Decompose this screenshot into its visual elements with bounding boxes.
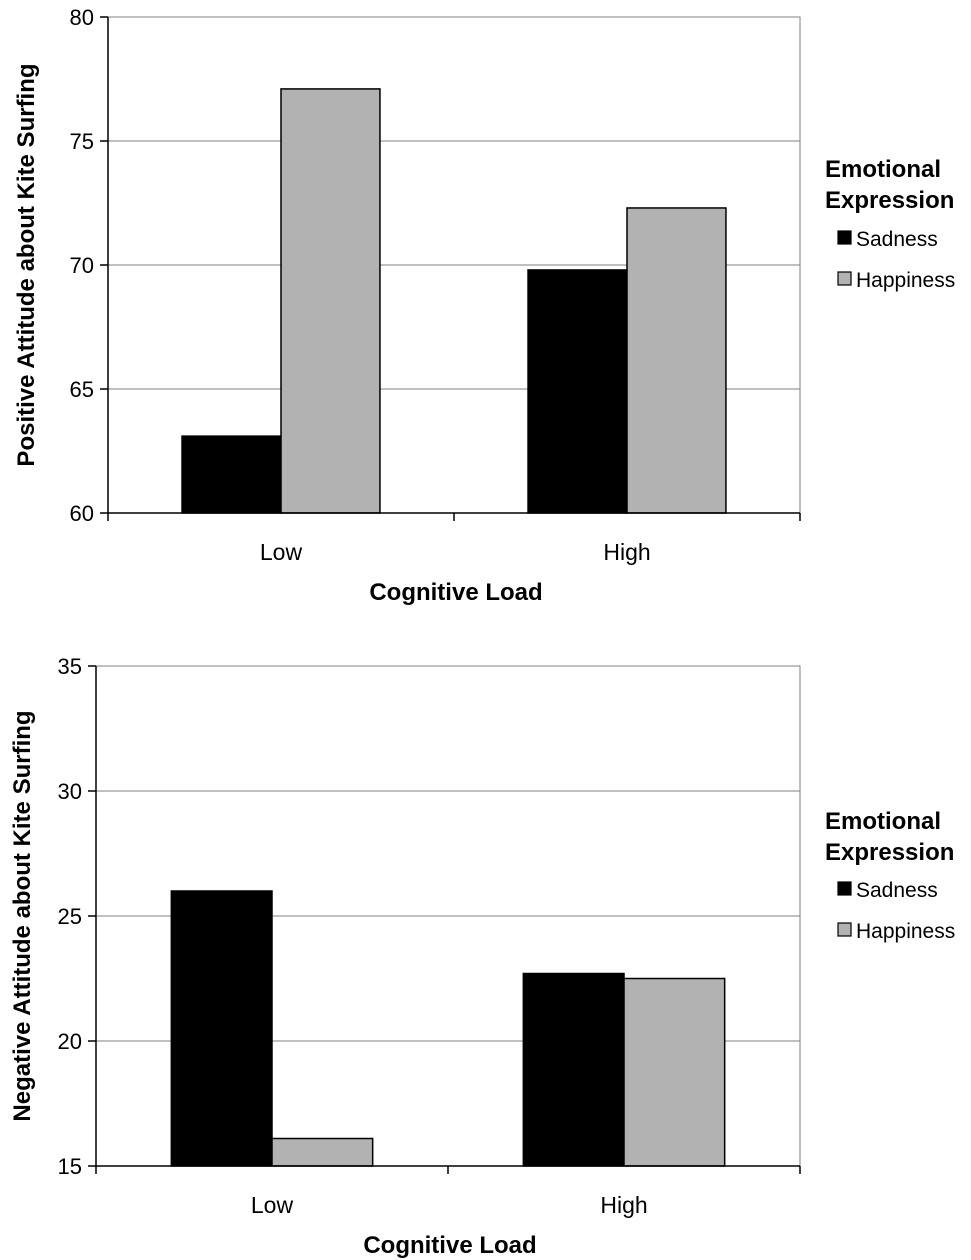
x-tick-label-low: Low — [251, 1192, 294, 1218]
bar-sadness-low — [170, 890, 273, 1167]
y-tick-label: 20 — [58, 1029, 82, 1054]
y-tick-label: 15 — [58, 1154, 82, 1179]
x-tick-label-high: High — [600, 1192, 647, 1218]
legend-label-happiness: Happiness — [856, 920, 955, 943]
legend-swatch-sadness — [837, 230, 852, 245]
y-tick-label: 35 — [58, 654, 82, 679]
bar-happiness-low — [280, 88, 381, 514]
bar-happiness-high — [623, 977, 726, 1167]
bar-happiness-low — [271, 1137, 374, 1167]
legend-title: Expression — [825, 187, 954, 214]
legend-swatch-happiness — [837, 271, 852, 286]
bar-sadness-low — [181, 435, 282, 514]
legend-title: Emotional — [825, 156, 941, 183]
y-tick-label: 60 — [70, 501, 94, 526]
chart-1: 60 65 70 75 80 Low High Cognitive Load Positive … — [13, 5, 955, 606]
bar-sadness-high — [527, 269, 628, 514]
legend-title: Emotional — [825, 808, 941, 835]
x-axis-title: Cognitive Load — [363, 1232, 536, 1259]
y-axis-title: Positive Attitude about Kite Surfing — [13, 63, 40, 466]
legend-swatch-sadness — [837, 881, 852, 896]
legend-label-sadness: Sadness — [856, 879, 938, 902]
legend-title: Expression — [825, 839, 954, 866]
y-tick-label: 30 — [58, 779, 82, 804]
legend-label-sadness: Sadness — [856, 228, 938, 251]
x-tick-label-high: High — [603, 539, 650, 565]
legend: Emotional Expression Sadness Happiness — [825, 808, 955, 943]
y-tick-label: 70 — [70, 253, 94, 278]
legend-swatch-happiness — [837, 922, 852, 937]
bar-sadness-high — [522, 972, 625, 1167]
y-tick-label: 80 — [70, 5, 94, 30]
x-axis-title: Cognitive Load — [369, 579, 542, 606]
y-tick-label: 65 — [70, 377, 94, 402]
legend-label-happiness: Happiness — [856, 269, 955, 292]
x-tick-label-low: Low — [260, 539, 303, 565]
y-axis-title: Negative Attitude about Kite Surfing — [9, 710, 36, 1121]
bar-happiness-high — [626, 207, 727, 514]
legend: Emotional Expression Sadness Happiness — [825, 156, 955, 292]
chart-2: 15 20 25 30 35 Low High Cognitive Load Negative … — [9, 654, 955, 1259]
y-tick-label: 25 — [58, 904, 82, 929]
y-tick-label: 75 — [70, 129, 94, 154]
